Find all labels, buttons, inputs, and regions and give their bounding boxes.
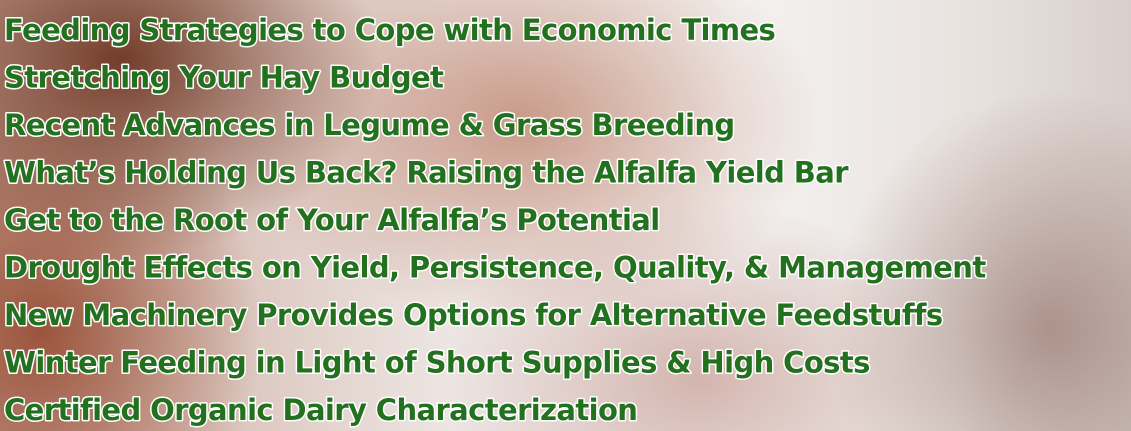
title-line: Recent Advances in Legume & Grass Breedi…	[4, 108, 735, 142]
title-line: Get to the Root of Your Alfalfa’s Potent…	[4, 203, 660, 237]
banner: Feeding Strategies to Cope with Economic…	[0, 0, 1131, 431]
title-line: Winter Feeding in Light of Short Supplie…	[4, 346, 870, 380]
title-line: Drought Effects on Yield, Persistence, Q…	[4, 251, 986, 285]
title-line: Certified Organic Dairy Characterization	[4, 393, 637, 427]
title-line: Feeding Strategies to Cope with Economic…	[4, 13, 775, 47]
title-line: New Machinery Provides Options for Alter…	[4, 298, 943, 332]
title-line: Stretching Your Hay Budget	[4, 61, 444, 95]
title-line: What’s Holding Us Back? Raising the Alfa…	[4, 156, 849, 190]
title-list: Feeding Strategies to Cope with Economic…	[0, 0, 1131, 431]
